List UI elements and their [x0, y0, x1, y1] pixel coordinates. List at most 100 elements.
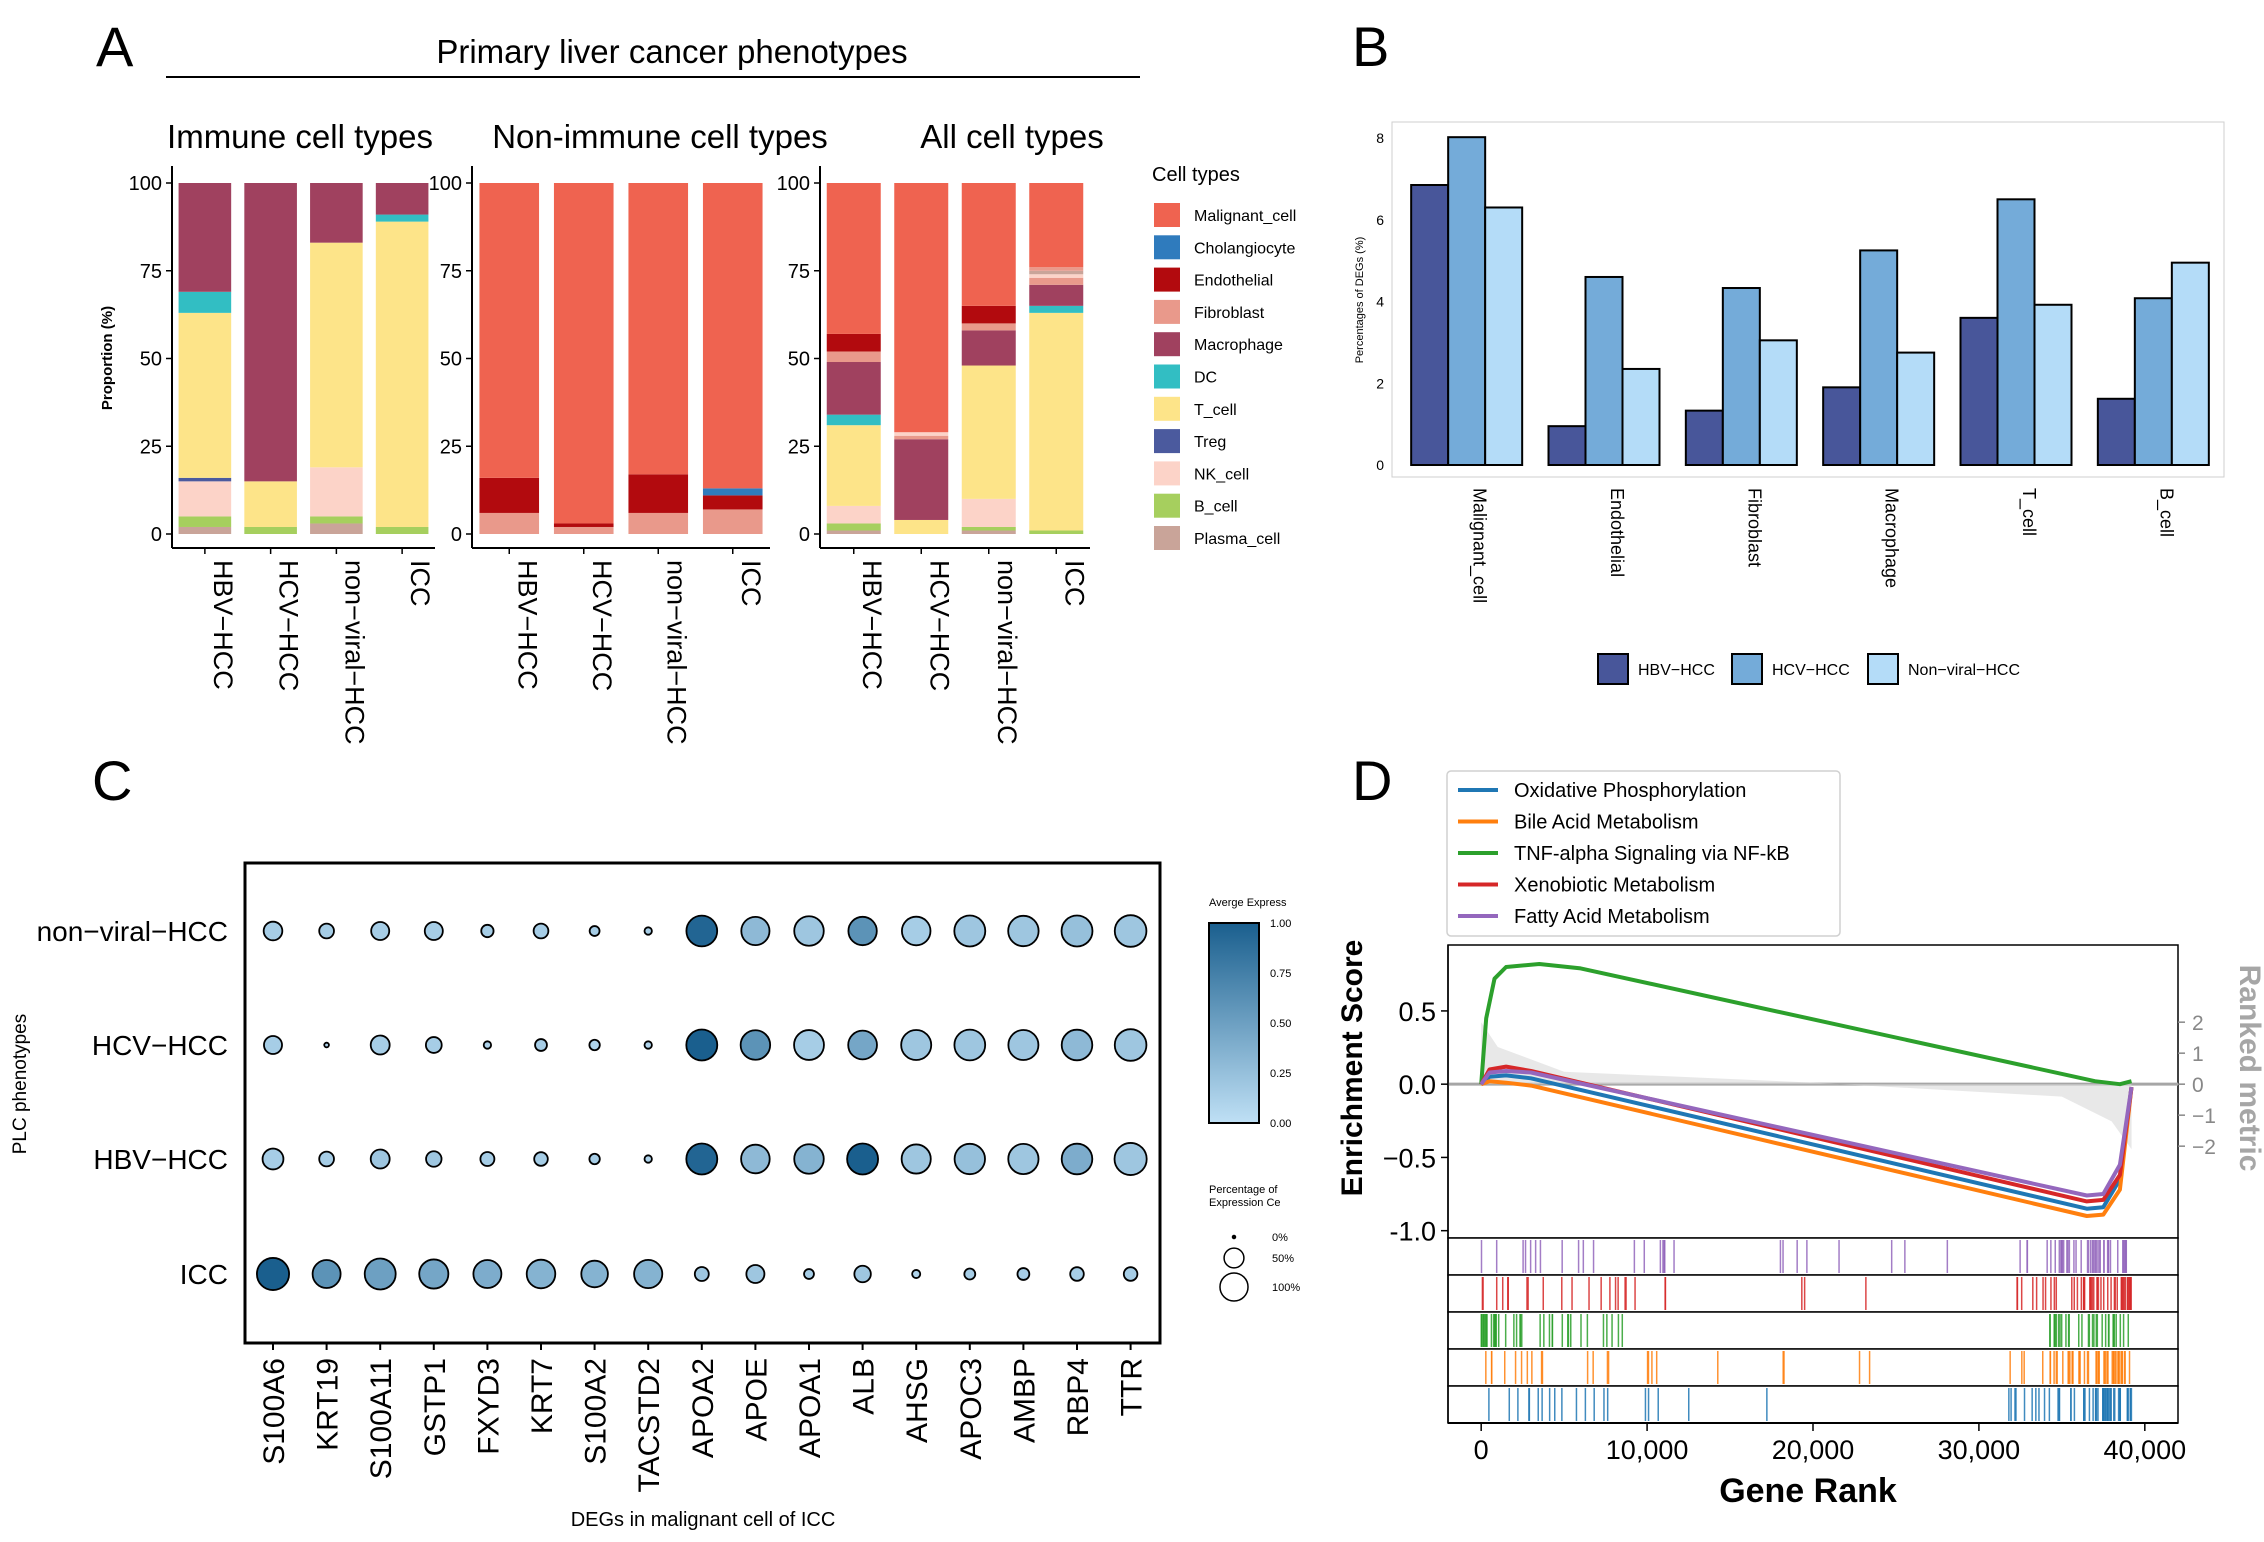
panel-c-dot-krt19: [311, 1259, 342, 1289]
panel-c-color-tick-label: 0.50: [1270, 1018, 1291, 1030]
panel-a-bar-segment-fibroblast: [894, 435, 949, 440]
panel-c-dot-s100a11: [370, 921, 391, 941]
panel-letter-d: D: [1352, 749, 1392, 812]
panel-c-color-tick-label: 0.25: [1270, 1068, 1291, 1080]
panel-c-dot-s100a6: [256, 1257, 290, 1291]
panel-c-color-tick-label: 0.75: [1270, 968, 1291, 980]
panel-a-x-tick-label: non−viral−HCC: [339, 560, 369, 745]
panel-a-legend-swatch-fibroblast: [1154, 299, 1180, 324]
panel-c-x-tick-label: S100A11: [365, 1358, 398, 1479]
panel-a-legend-label-endothelial: Endothelial: [1194, 273, 1273, 290]
panel-d-line-bile-acid-metabolism: [1480, 1079, 2134, 1218]
panel-a-bar-segment-endothelial: [553, 523, 614, 527]
panel-d-x-tick-label: 10,000: [1606, 1435, 1689, 1465]
panel-a-legend-swatch-plasma-cell: [1154, 526, 1180, 550]
panel-a-y-tick-label: 0: [451, 524, 462, 546]
panel-b-bar-hcv-hcc: [2133, 297, 2173, 467]
panel-a-x-tick-label: ICC: [405, 560, 435, 607]
panel-a-bar-segment-nk-cell: [1029, 274, 1084, 278]
panel-c-dot-s100a2: [588, 925, 601, 937]
panel-b-x-tick-label: Endothelial: [1607, 488, 1627, 577]
panel-a-bar-segment-plasma-cell: [826, 530, 881, 534]
panel-a-bar-segment-macrophage: [178, 183, 232, 292]
panel-c-size-tick-label: 100%: [1272, 1282, 1300, 1294]
panel-b-bar-hbv-hcc: [1684, 409, 1724, 467]
panel-c-dot-ambp: [1007, 1029, 1040, 1061]
panel-a-y-tick-label: 25: [140, 436, 162, 458]
panel-b-ylabel: Percentages of DEGs (%): [1354, 237, 1366, 364]
panel-b-bar-non-viral-hcc: [1484, 206, 1524, 467]
panel-c-dot-s100a11: [363, 1257, 397, 1291]
panel-c-dot-apoe: [745, 1264, 766, 1284]
panel-c-dot-alb: [853, 1264, 872, 1284]
panel-c-x-tick-label: TTR: [1116, 1358, 1149, 1416]
panel-a-legend-label-t-cell: T_cell: [1194, 402, 1237, 419]
panel-c-dot-apoc3: [953, 1028, 987, 1062]
panel-c-dot-s100a6: [261, 1147, 285, 1171]
panel-c-dot-alb: [847, 1029, 878, 1061]
panel-a-bar-segment-t-cell: [1029, 312, 1084, 531]
panel-a-bar-segment-endothelial: [628, 474, 689, 513]
panel-letter-c: C: [92, 749, 132, 812]
panel-a-bar-segment-endothelial: [479, 477, 540, 513]
panel-a-bar-segment-dc: [178, 291, 232, 313]
panel-a-bar-segment-fibroblast: [702, 509, 763, 534]
panel-c-size-tick-label: 0%: [1272, 1232, 1288, 1244]
panel-a-subplot-title: Immune cell types: [167, 118, 433, 155]
panel-a-bar-segment-t-cell: [894, 519, 949, 534]
panel-a-legend-label-dc: DC: [1194, 370, 1217, 387]
panel-c-size-tick-label: 50%: [1272, 1253, 1294, 1265]
panel-c-dot-gstp1: [418, 1258, 450, 1290]
panel-c-x-tick-label: APOA1: [794, 1358, 827, 1458]
panel-c-dot-rbp4: [1069, 1266, 1085, 1282]
panel-a-bar-segment-nk-cell: [310, 467, 363, 517]
panel-c-y-tick-label: HCV−HCC: [92, 1030, 228, 1061]
panel-a-y-tick-label: 50: [788, 349, 810, 371]
panel-a-bar-segment-plasma-cell: [310, 523, 363, 534]
panel-c-size-legend-dot: [1219, 1272, 1249, 1302]
panel-a-bar-segment-fibroblast: [628, 512, 689, 534]
panel-a-legend-label-fibroblast: Fibroblast: [1194, 305, 1265, 322]
panel-a-legend-swatch-endothelial: [1154, 267, 1180, 292]
panel-c-dot-gstp1: [425, 1150, 443, 1168]
panel-b-bar-hbv-hcc: [1410, 184, 1450, 466]
panel-b-bar-hcv-hcc: [1447, 136, 1487, 466]
panel-a-bar-segment-t-cell: [178, 312, 232, 478]
panel-d-line-oxidative-phosphorylation: [1479, 1073, 2134, 1211]
panel-a-y-tick-label: 50: [440, 349, 462, 371]
panel-a-y-tick-label: 75: [440, 261, 462, 283]
panel-c-dot-apoa1: [793, 1143, 825, 1175]
panel-d-y2-tick-label: 0: [2192, 1074, 2204, 1097]
panel-b-legend-label-hbv-hcc: HBV−HCC: [1638, 662, 1715, 679]
panel-c-dot-krt19: [323, 1041, 330, 1049]
panel-a-bar-segment-macrophage: [244, 183, 297, 482]
panel-c-dot-s100a2: [588, 1038, 601, 1052]
panel-d-y2-tick-label: 1: [2192, 1043, 2204, 1066]
panel-c-dot-ambp: [1007, 1142, 1040, 1176]
panel-b-x-tick-label: T_cell: [2018, 488, 2039, 536]
panel-c-size-legend-dot: [1223, 1247, 1245, 1269]
panel-a-bar-segment-nk-cell: [894, 432, 949, 436]
panel-c-dot-ambp: [1007, 914, 1040, 948]
panel-c-x-tick-label: APOC3: [955, 1358, 988, 1460]
panel-c-dot-s100a2: [580, 1259, 609, 1289]
panel-a-legend-swatch-dc: [1154, 364, 1180, 389]
panel-d-legend-box: [1446, 770, 1841, 937]
panel-c-dot-s100a11: [369, 1148, 391, 1170]
panel-a-bar-segment-fibroblast: [553, 526, 614, 534]
panel-b-x-tick-label: Fibroblast: [1744, 488, 1764, 567]
panel-a-bar-segment-t-cell: [244, 481, 297, 527]
panel-a-bar-segment-b-cell: [826, 523, 881, 531]
panel-c-dot-apoa1: [793, 1029, 825, 1061]
panel-c-dot-ahsg: [900, 1029, 933, 1061]
panel-b-bar-hcv-hcc: [1721, 287, 1761, 467]
panel-b-bar-non-viral-hcc: [1621, 367, 1661, 467]
panel-c-dot-apoa2: [693, 1266, 710, 1282]
panel-d-line-xenobiotic-metabolism: [1479, 1064, 2134, 1204]
panel-letter-a: A: [96, 15, 134, 78]
panel-c-size-legend-title-2: Expression Ce: [1209, 1197, 1281, 1209]
panel-a-legend-title: Cell types: [1152, 164, 1240, 186]
panel-c-dot-apoe: [740, 1143, 771, 1175]
panel-d-line-tnf-alpha-signaling-via-nf-kb: [1479, 962, 2133, 1087]
panel-b-bar-hbv-hcc: [1959, 316, 1999, 466]
